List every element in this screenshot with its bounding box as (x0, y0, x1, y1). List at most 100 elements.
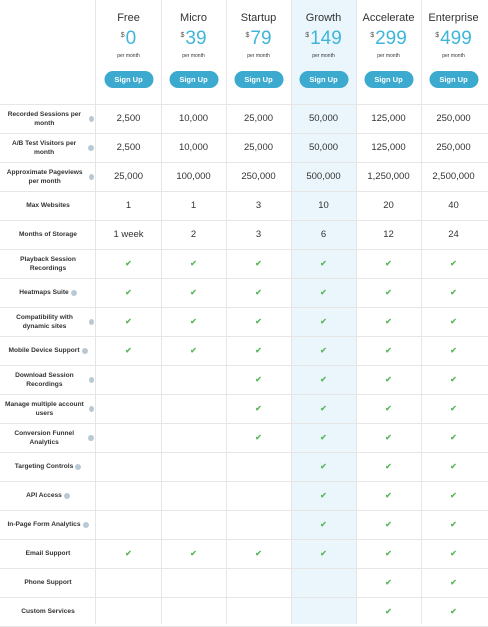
table-cell: ✔ (356, 452, 421, 481)
plan-header-growth: Growth $149 per month Sign Up (291, 0, 356, 104)
info-icon[interactable] (63, 492, 70, 499)
sign-up-button[interactable]: Sign Up (234, 71, 283, 88)
feature-label: Conversion Funnel Analytics (2, 423, 94, 452)
info-icon[interactable] (88, 144, 94, 151)
table-cell: ✔ (291, 336, 356, 365)
feature-label: Months of Storage (2, 220, 94, 249)
plan-price: $0 (96, 28, 161, 50)
info-icon[interactable] (82, 521, 89, 528)
table-cell: 25,000 (243, 113, 274, 124)
table-cell: ✔ (291, 539, 356, 568)
check-icon: ✔ (190, 549, 197, 558)
table-cell: ✔ (96, 307, 161, 336)
info-icon[interactable] (88, 376, 94, 383)
feature-label: Approximate Pageviews per month (2, 162, 94, 191)
sign-up-button[interactable]: Sign Up (104, 71, 153, 88)
table-cell: ✔ (96, 336, 161, 365)
table-cell: ✔ (421, 394, 486, 423)
table-cell: ✔ (291, 510, 356, 539)
table-cell: ✔ (421, 336, 486, 365)
check-icon: ✔ (385, 462, 392, 471)
table-cell: ✔ (421, 481, 486, 510)
table-cell: 125,000 (371, 142, 406, 153)
feature-label: Max Websites (2, 191, 94, 220)
table-cell: 10,000 (178, 142, 209, 153)
row-divider (0, 539, 488, 540)
info-icon[interactable] (70, 289, 77, 296)
table-cell: ✔ (421, 452, 486, 481)
table-cell: ✔ (161, 249, 226, 278)
table-cell (161, 597, 226, 626)
info-icon[interactable] (89, 173, 94, 180)
table-cell (96, 597, 161, 626)
check-icon: ✔ (385, 549, 392, 558)
check-icon: ✔ (255, 549, 262, 558)
table-cell (291, 597, 356, 626)
row-divider (0, 336, 488, 337)
info-icon[interactable] (81, 347, 88, 354)
info-icon[interactable] (89, 318, 94, 325)
plan-name: Free (117, 12, 140, 24)
info-icon[interactable] (88, 115, 94, 122)
table-cell: 20 (383, 200, 394, 211)
table-cell (161, 423, 226, 452)
plan-name: Accelerate (362, 12, 415, 24)
column-divider (226, 0, 227, 624)
check-icon: ✔ (450, 288, 457, 297)
plan-price: $79 (226, 28, 291, 50)
table-cell: ✔ (226, 365, 291, 394)
table-cell: ✔ (421, 568, 486, 597)
column-divider (95, 0, 96, 624)
sign-up-button[interactable]: Sign Up (299, 71, 348, 88)
info-icon[interactable] (75, 463, 82, 470)
sign-up-button[interactable]: Sign Up (429, 71, 478, 88)
row-divider (0, 162, 488, 163)
plan-price: $39 (161, 28, 226, 50)
table-cell: 1,250,000 (367, 171, 410, 182)
table-cell (96, 394, 161, 423)
table-cell (161, 510, 226, 539)
check-icon: ✔ (255, 346, 262, 355)
table-cell (161, 365, 226, 394)
check-icon: ✔ (320, 520, 327, 529)
check-icon: ✔ (450, 346, 457, 355)
check-icon: ✔ (255, 259, 262, 268)
check-icon: ✔ (385, 259, 392, 268)
info-icon[interactable] (88, 434, 94, 441)
feature-label: Download Session Recordings (2, 365, 94, 394)
table-cell: 12 (383, 229, 394, 240)
table-cell: ✔ (356, 568, 421, 597)
check-icon: ✔ (385, 317, 392, 326)
table-cell: ✔ (356, 597, 421, 626)
feature-label: Manage multiple account users (2, 394, 94, 423)
plan-price: $299 (356, 28, 421, 50)
column-divider (421, 0, 422, 624)
price-amount: 499 (440, 28, 472, 49)
table-cell: 250,000 (436, 113, 471, 124)
table-cell: ✔ (291, 278, 356, 307)
table-cell: ✔ (421, 423, 486, 452)
table-cell: 40 (448, 200, 459, 211)
sign-up-button[interactable]: Sign Up (169, 71, 218, 88)
plan-name: Micro (180, 12, 207, 24)
check-icon: ✔ (320, 549, 327, 558)
check-icon: ✔ (320, 288, 327, 297)
table-cell: ✔ (226, 336, 291, 365)
check-icon: ✔ (255, 288, 262, 297)
table-cell: 10,000 (178, 113, 209, 124)
table-cell: ✔ (226, 423, 291, 452)
row-divider (0, 597, 488, 598)
row-divider (0, 249, 488, 250)
info-icon[interactable] (88, 405, 94, 412)
price-period: per month (377, 53, 400, 59)
plan-header-accelerate: Accelerate $299 per month Sign Up (356, 0, 421, 104)
currency-symbol: $ (120, 32, 125, 39)
sign-up-button[interactable]: Sign Up (364, 71, 413, 88)
table-cell: 1 (125, 200, 132, 211)
column-divider (356, 0, 357, 624)
check-icon: ✔ (190, 259, 197, 268)
table-cell: ✔ (421, 539, 486, 568)
row-divider (0, 568, 488, 569)
feature-label-text: A/B Test Visitors per month (11, 139, 77, 156)
row-divider (0, 365, 488, 366)
